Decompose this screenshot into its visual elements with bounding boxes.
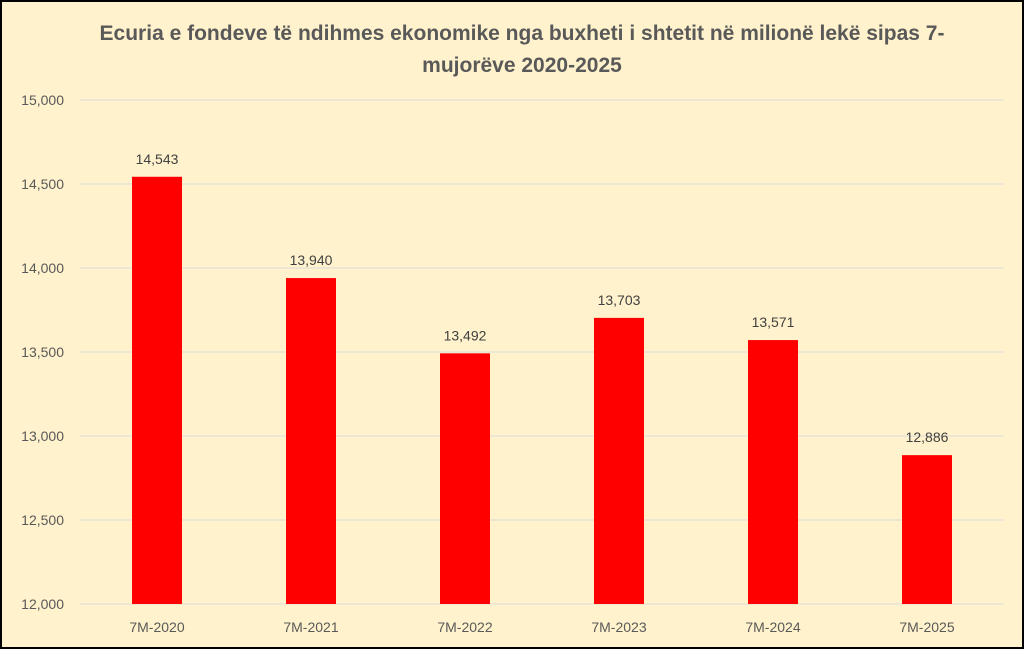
y-tick-label: 13,000 [21, 428, 64, 444]
bar [594, 317, 644, 604]
x-axis-ticks: 7M-2020 7M-2021 7M-2022 7M-2023 7M-2024 7M-20… [129, 619, 954, 635]
y-tick-label: 15,000 [21, 92, 64, 108]
data-label: 13,571 [752, 314, 795, 330]
x-tick-label: 7M-2021 [283, 619, 338, 635]
y-tick-label: 13,500 [21, 344, 64, 360]
data-label: 13,492 [444, 327, 487, 343]
x-tick-label: 7M-2023 [591, 619, 646, 635]
x-tick-label: 7M-2024 [745, 619, 800, 635]
x-tick-label: 7M-2020 [129, 619, 184, 635]
data-label: 13,703 [598, 292, 641, 308]
y-tick-label: 14,000 [21, 260, 64, 276]
chart-title: Ecuria e fondeve të ndihmes ekonomike ng… [99, 22, 945, 77]
x-tick-label: 7M-2025 [899, 619, 954, 635]
y-tick-label: 12,500 [21, 512, 64, 528]
bar [286, 278, 336, 604]
data-label: 12,886 [906, 429, 949, 445]
bar [132, 176, 182, 604]
y-tick-label: 14,500 [21, 176, 64, 192]
bar [748, 340, 798, 604]
data-labels: 14,543 13,940 13,492 13,703 13,571 12,886 [136, 151, 949, 445]
data-label: 14,543 [136, 151, 179, 167]
y-axis-ticks: 12,000 12,500 13,000 13,500 14,000 14,500 15,0… [21, 92, 64, 612]
bar [902, 455, 952, 604]
data-label: 13,940 [290, 252, 333, 268]
grid-lines [80, 99, 1004, 605]
bar [440, 353, 490, 604]
bars [132, 176, 952, 604]
x-tick-label: 7M-2022 [437, 619, 492, 635]
y-tick-label: 12,000 [21, 596, 64, 612]
